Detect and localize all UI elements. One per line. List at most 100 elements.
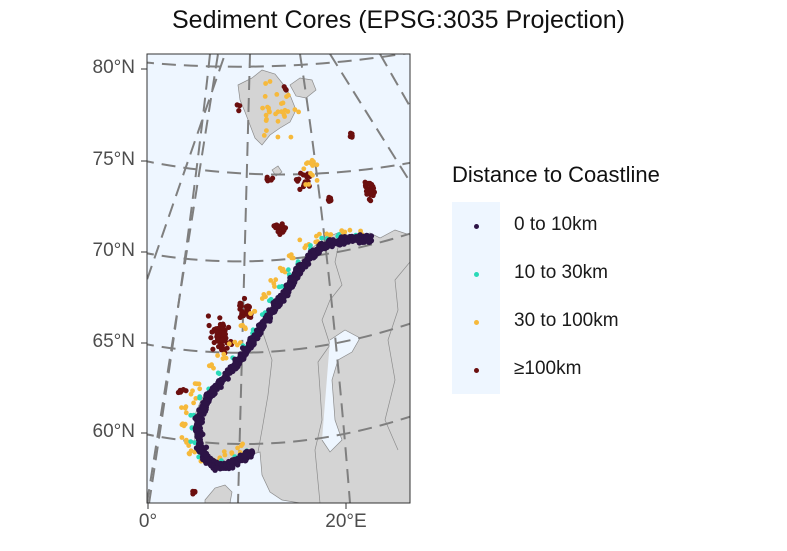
core-point [215,337,221,343]
core-point [233,361,239,367]
core-point [210,388,217,394]
y-tick-label: 60°N [92,421,135,442]
core-point [218,381,224,387]
core-point [281,226,287,232]
core-point [179,405,184,410]
x-tick-label: 0° [138,511,158,532]
core-point [250,338,256,345]
core-point [219,337,225,343]
core-point [263,81,268,86]
core-point [191,400,197,406]
legend-label: 0 to 10km [514,214,598,235]
core-point [226,341,232,347]
core-point [296,109,301,115]
core-point [277,231,283,237]
core-point [245,340,252,347]
core-point [291,277,298,283]
core-point [221,375,228,381]
core-point [205,313,211,319]
core-point [263,112,269,118]
core-point [262,94,268,99]
legend: Distance to Coastline 0 to 10km 10 to 30… [452,162,660,394]
core-point [214,465,221,471]
legend-key-background: 0 to 10km 10 to 30km 30 to 100km ≥100km [452,202,619,394]
core-point [234,356,240,363]
core-point [179,435,185,440]
core-point [220,325,226,331]
core-point [274,92,280,97]
core-point [197,394,203,399]
core-point [265,178,271,184]
core-point [260,105,265,111]
core-point [364,191,370,197]
core-point [349,235,356,241]
core-point [234,342,240,348]
core-point [303,182,309,187]
core-point [267,79,273,84]
core-point [182,421,188,427]
y-tick-label: 70°N [92,240,135,261]
core-point [209,329,215,335]
core-point [237,103,243,109]
core-point [261,133,267,138]
core-point [338,236,345,242]
core-point [236,108,242,114]
core-point [300,262,307,269]
core-point [275,118,281,124]
core-point [368,198,374,204]
core-point [323,244,330,250]
core-point [210,346,216,352]
core-point [302,245,308,251]
core-point [288,134,294,140]
core-point [259,296,265,301]
core-point [297,237,303,243]
x-tick-label: 20°E [325,511,367,532]
core-point [215,353,221,358]
core-point [310,247,316,254]
core-point [241,451,248,458]
core-point [200,405,207,412]
core-point [225,370,232,377]
core-point [180,387,186,393]
core-point [367,181,373,187]
core-point [275,223,281,229]
core-point [305,160,311,166]
core-point [297,186,303,192]
core-point [220,321,226,327]
core-point [271,223,277,229]
core-point [217,315,223,321]
core-point [216,371,222,377]
core-point [197,386,203,392]
core-point [270,300,277,306]
core-point [362,182,369,188]
core-point [310,163,315,168]
core-point [314,233,319,239]
core-point [292,107,298,112]
graticule-lines [147,54,410,503]
core-point [264,317,270,324]
legend-item-0-10km: 0 to 10km [452,202,712,250]
core-point [210,392,216,399]
y-tick-label: 65°N [92,331,135,352]
core-point [366,238,372,244]
legend-title: Distance to Coastline [452,162,660,187]
core-point [331,238,338,245]
core-point [368,233,375,239]
core-point [239,309,245,315]
core-point [268,278,274,283]
core-point [193,396,199,401]
core-point [226,324,232,330]
core-point [183,410,189,416]
core-point [239,345,246,351]
legend-dot [474,320,479,325]
core-point [281,84,287,90]
core-point [275,134,281,140]
core-point [183,437,189,443]
core-point [267,109,272,115]
core-point [209,363,214,369]
core-point [182,405,188,411]
y-tick-label: 75°N [92,149,135,170]
core-point [278,299,284,306]
core-point [285,109,291,114]
